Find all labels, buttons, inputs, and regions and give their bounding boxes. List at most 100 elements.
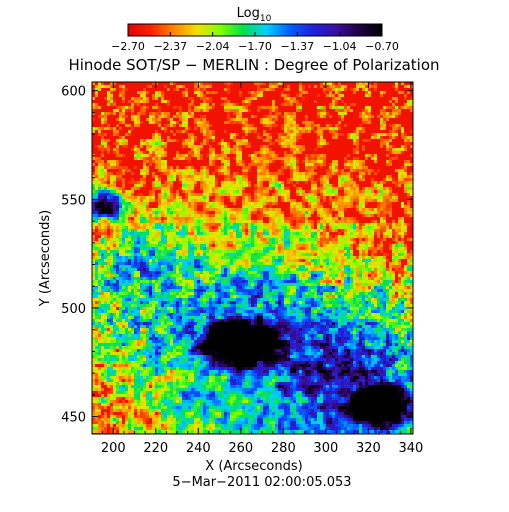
- heatmap-cell: [191, 139, 194, 142]
- heatmap-cell: [365, 91, 368, 94]
- heatmap-cell: [158, 178, 161, 181]
- heatmap-cell: [191, 259, 194, 262]
- heatmap-cell: [398, 244, 401, 247]
- heatmap-cell: [98, 256, 101, 259]
- heatmap-cell: [269, 82, 272, 85]
- heatmap-cell: [236, 262, 239, 265]
- heatmap-cell: [266, 247, 269, 250]
- heatmap-cell: [326, 211, 329, 214]
- heatmap-cell: [362, 178, 365, 181]
- heatmap-cell: [179, 199, 182, 202]
- heatmap-cell: [245, 220, 248, 223]
- heatmap-cell: [401, 277, 404, 280]
- heatmap-cell: [221, 253, 224, 256]
- heatmap-cell: [389, 274, 392, 277]
- heatmap-cell: [98, 277, 101, 280]
- heatmap-cell: [206, 190, 209, 193]
- heatmap-cell: [266, 256, 269, 259]
- heatmap-cell: [269, 124, 272, 127]
- heatmap-cell: [224, 205, 227, 208]
- heatmap-cell: [350, 103, 353, 106]
- heatmap-cell: [113, 268, 116, 271]
- heatmap-cell: [281, 220, 284, 223]
- heatmap-cell: [404, 160, 407, 163]
- heatmap-cell: [365, 121, 368, 124]
- heatmap-cell: [239, 241, 242, 244]
- heatmap-cell: [203, 268, 206, 271]
- heatmap-cell: [281, 115, 284, 118]
- heatmap-cell: [305, 175, 308, 178]
- heatmap-cell: [380, 115, 383, 118]
- heatmap-cell: [398, 109, 401, 112]
- heatmap-cell: [212, 187, 215, 190]
- heatmap-cell: [182, 175, 185, 178]
- heatmap-cell: [113, 184, 116, 187]
- heatmap-cell: [392, 259, 395, 262]
- heatmap-cell: [182, 187, 185, 190]
- heatmap-cell: [155, 241, 158, 244]
- heatmap-cell: [209, 265, 212, 268]
- heatmap-cell: [185, 208, 188, 211]
- heatmap-cell: [290, 235, 293, 238]
- heatmap-cell: [101, 271, 104, 274]
- heatmap-cell: [251, 259, 254, 262]
- heatmap-cell: [380, 244, 383, 247]
- heatmap-cell: [224, 82, 227, 85]
- heatmap-cell: [179, 262, 182, 265]
- heatmap-cell: [269, 184, 272, 187]
- heatmap-cell: [110, 229, 113, 232]
- heatmap-cell: [200, 253, 203, 256]
- heatmap-cell: [194, 88, 197, 91]
- heatmap-cell: [299, 217, 302, 220]
- heatmap-cell: [152, 145, 155, 148]
- heatmap-cell: [233, 157, 236, 160]
- heatmap-cell: [296, 226, 299, 229]
- heatmap-cell: [110, 274, 113, 277]
- heatmap-cell: [335, 88, 338, 91]
- heatmap-cell: [260, 190, 263, 193]
- heatmap-cell: [320, 187, 323, 190]
- heatmap-cell: [218, 265, 221, 268]
- heatmap-cell: [299, 106, 302, 109]
- heatmap-cell: [134, 262, 137, 265]
- heatmap-cell: [248, 193, 251, 196]
- heatmap-cell: [311, 253, 314, 256]
- heatmap-cell: [191, 136, 194, 139]
- heatmap-cell: [119, 280, 122, 283]
- heatmap-cell: [158, 166, 161, 169]
- heatmap-cell: [245, 277, 248, 280]
- heatmap-cell: [341, 202, 344, 205]
- heatmap-cell: [173, 256, 176, 259]
- heatmap-cell: [206, 259, 209, 262]
- heatmap-cell: [380, 208, 383, 211]
- heatmap-cell: [350, 226, 353, 229]
- heatmap-cell: [281, 103, 284, 106]
- heatmap-cell: [272, 85, 275, 88]
- heatmap-cell: [329, 259, 332, 262]
- heatmap-cell: [260, 256, 263, 259]
- heatmap-cell: [251, 235, 254, 238]
- heatmap-cell: [152, 148, 155, 151]
- heatmap-cell: [188, 106, 191, 109]
- heatmap-cell: [317, 265, 320, 268]
- heatmap-cell: [239, 118, 242, 121]
- heatmap-cell: [257, 160, 260, 163]
- heatmap-cell: [371, 232, 374, 235]
- heatmap-cell: [308, 124, 311, 127]
- heatmap-cell: [197, 151, 200, 154]
- heatmap-cell: [335, 214, 338, 217]
- heatmap-cell: [281, 166, 284, 169]
- heatmap-cell: [314, 181, 317, 184]
- heatmap-cell: [329, 88, 332, 91]
- heatmap-cell: [278, 271, 281, 274]
- heatmap-cell: [374, 256, 377, 259]
- heatmap-cell: [305, 226, 308, 229]
- heatmap-cell: [236, 118, 239, 121]
- heatmap-cell: [146, 259, 149, 262]
- heatmap-cell: [212, 235, 215, 238]
- heatmap-cell: [134, 277, 137, 280]
- heatmap-cell: [332, 169, 335, 172]
- heatmap-cell: [95, 94, 98, 97]
- heatmap-cell: [392, 181, 395, 184]
